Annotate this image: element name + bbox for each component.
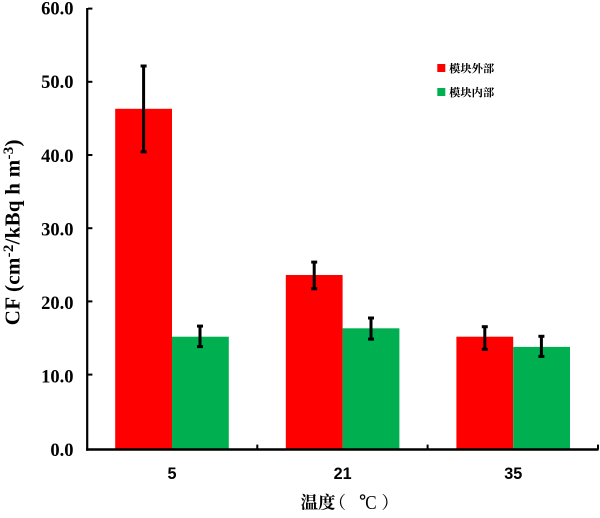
svg-text:60.0: 60.0 (41, 0, 73, 20)
svg-text:10.0: 10.0 (41, 368, 73, 388)
svg-text:C: C (365, 492, 376, 515)
svg-text:5: 5 (167, 465, 176, 483)
svg-text:0.0: 0.0 (50, 441, 73, 461)
svg-text:40.0: 40.0 (41, 147, 73, 167)
svg-text:35: 35 (504, 465, 522, 483)
svg-text:21: 21 (334, 465, 352, 483)
svg-text:30.0: 30.0 (41, 220, 73, 240)
svg-text:20.0: 20.0 (41, 294, 73, 314)
svg-text:CF (cm-2/kBq h m-3): CF (cm-2/kBq h m-3) (1, 139, 25, 325)
svg-text:50.0: 50.0 (41, 73, 73, 93)
